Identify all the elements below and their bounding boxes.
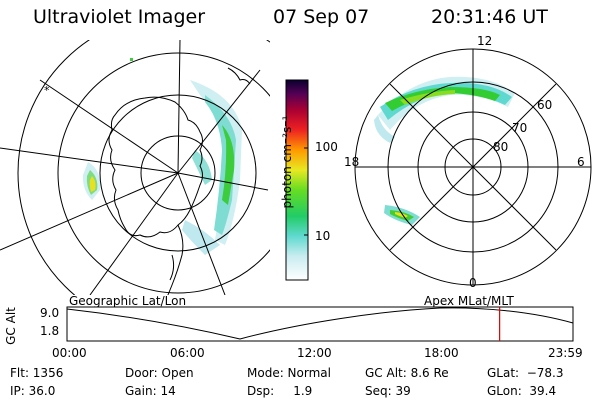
latitude-circles	[17, 40, 270, 295]
geographic-latitude: GLat: −78.3	[487, 366, 564, 380]
timeline-ymin-label: 1.8	[40, 324, 60, 338]
altitude-timeline-plot	[66, 306, 574, 342]
right-map-caption: Apex MLat/MLT	[424, 294, 514, 308]
altitude-curve	[66, 307, 574, 340]
timeline-tick-label-0600: 06:00	[170, 346, 205, 360]
colorbar-gradient	[285, 79, 309, 281]
colorbar-tick-label-100: 100	[315, 140, 338, 154]
mlat-label-60: 60	[537, 98, 553, 112]
mlat-label-70: 70	[512, 121, 528, 135]
door-status: Door: Open	[125, 366, 194, 380]
date-label: 07 Sep 07	[273, 6, 370, 28]
gc-altitude: GC Alt: 8.6 Re	[365, 366, 449, 380]
left-map-caption: Geographic Lat/Lon	[69, 294, 187, 308]
magnetic-map	[354, 48, 592, 286]
gain-value: Gain: 14	[125, 384, 176, 398]
timeline-frame	[66, 306, 574, 342]
timeline-tick-label-1800: 18:00	[424, 346, 459, 360]
dsp-value: Dsp: 1.9	[247, 384, 313, 398]
ip-value: IP: 36.0	[10, 384, 56, 398]
mlt-label-12: 12	[477, 34, 493, 48]
colorbar	[285, 79, 309, 281]
mlt-label-18: 18	[344, 155, 360, 169]
colorbar-tick-label-10: 10	[315, 229, 331, 243]
mlat-label-80: 80	[493, 140, 509, 154]
timeline-ymax-label: 9.0	[40, 306, 60, 320]
instrument-title: Ultraviolet Imager	[33, 6, 206, 28]
aurora-emission-left	[82, 58, 242, 255]
aurora-emission-right	[374, 76, 515, 225]
coastline	[108, 67, 251, 295]
timeline-axis-title: GC Alt	[4, 307, 18, 345]
timeline-tick-label-0000: 00:00	[52, 346, 87, 360]
timeline-tick-label-1200: 12:00	[297, 346, 332, 360]
sequence-number: Seq: 39	[365, 384, 411, 398]
meridian-lines	[0, 40, 269, 295]
geographic-map: *	[0, 40, 270, 295]
pole-marker: *	[44, 84, 50, 97]
mlt-label-0: 0	[469, 276, 477, 290]
mlt-lines	[355, 49, 591, 285]
mlt-label-6: 6	[577, 155, 585, 169]
colorbar-unit-label: photon cm⁻²s⁻¹	[280, 115, 294, 209]
timeline-tick-label-2359: 23:59	[548, 346, 583, 360]
time-label: 20:31:46 UT	[431, 6, 548, 28]
mode-status: Mode: Normal	[247, 366, 331, 380]
flight-number: Flt: 1356	[10, 366, 64, 380]
geographic-longitude: GLon: 39.4	[487, 384, 557, 398]
